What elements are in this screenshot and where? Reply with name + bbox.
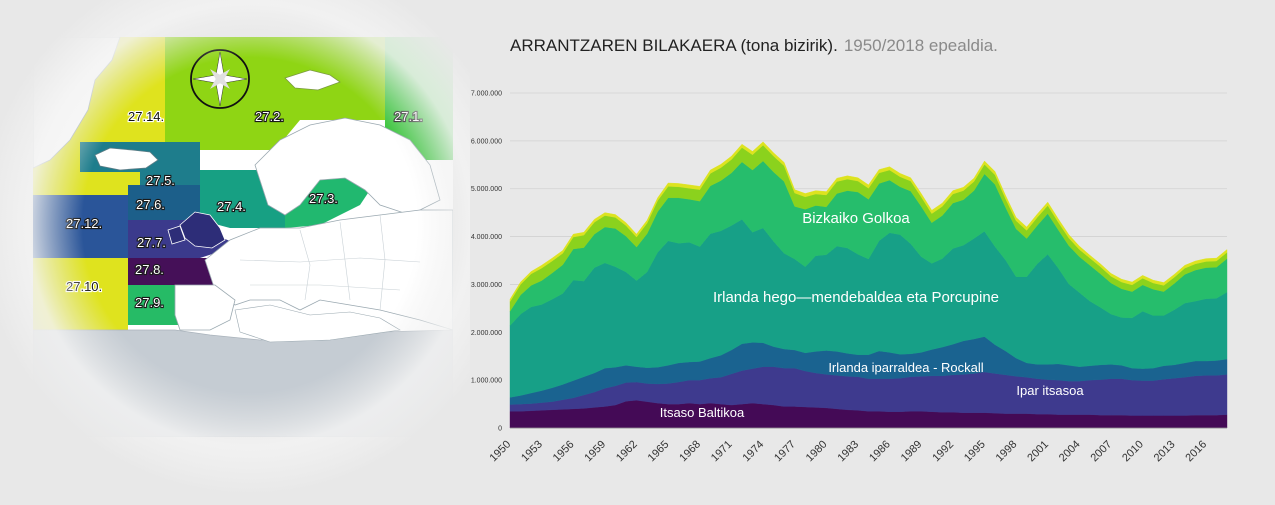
chart-title-main: ARRANTZAREN BILAKAERA (tona bizirik). (510, 36, 838, 55)
x-tick-label: 2004 (1057, 438, 1083, 464)
y-axis: 0 1.000.000 2.000.000 3.000.000 4.000.000 5.0… (471, 91, 502, 433)
series-label: Irlanda iparraldea - Rockall (828, 360, 983, 375)
series-label: Bizkaiko Golkoa (802, 210, 910, 227)
y-tick-label: 1.000.000 (471, 378, 502, 385)
area-series (509, 141, 1228, 429)
x-tick-label: 1983 (835, 438, 861, 464)
x-tick-label: 1998 (994, 438, 1020, 464)
y-tick-label: 6.000.000 (471, 138, 502, 145)
stacked-area-chart: 0 1.000.000 2.000.000 3.000.000 4.000.000 5.0… (471, 91, 1228, 464)
x-tick-label: 1968 (677, 438, 703, 464)
x-tick-label: 2010 (1120, 438, 1146, 464)
x-tick-label: 1965 (646, 438, 672, 464)
x-tick-label: 1953 (519, 438, 545, 464)
x-tick-label: 1992 (930, 438, 956, 464)
series-label: Ipar itsasoa (1016, 383, 1084, 398)
series-labels: Itsaso Baltikoa Ipar itsasoa Irlanda iparr… (660, 210, 1085, 420)
x-tick-label: 1974 (741, 438, 767, 464)
x-tick-label: 2013 (1152, 438, 1178, 464)
x-tick-label: 1962 (614, 438, 640, 464)
y-tick-label: 0 (498, 426, 502, 433)
x-tick-label: 2001 (1025, 438, 1051, 464)
x-tick-label: 2007 (1089, 438, 1115, 464)
x-tick-label: 1980 (804, 438, 830, 464)
series-label: Irlanda hego—mendebaldea eta Porcupine (713, 289, 999, 306)
x-tick-label: 1986 (867, 438, 893, 464)
chart-title: ARRANTZAREN BILAKAERA (tona bizirik). 195… (510, 36, 998, 56)
x-tick-label: 1971 (709, 438, 735, 464)
y-tick-label: 7.000.000 (471, 91, 502, 98)
x-axis: 1950 1953 1956 1959 1962 1965 1968 1971 1974 1977… (487, 427, 1227, 464)
x-tick-label: 2016 (1183, 438, 1209, 464)
y-tick-label: 3.000.000 (471, 282, 502, 289)
y-tick-label: 2.000.000 (471, 330, 502, 337)
ices-map-panel: 27.14.27.2.27.1.27.5.27.6.27.4.27.3.27.1… (0, 0, 470, 500)
ices-zones-map: 27.14.27.2.27.1.27.5.27.6.27.4.27.3.27.1… (0, 0, 470, 500)
y-tick-label: 5.000.000 (471, 186, 502, 193)
x-tick-label: 1950 (487, 438, 513, 464)
series-label: Itsaso Baltikoa (660, 405, 745, 420)
chart-subtitle: 1950/2018 epealdia. (843, 36, 998, 55)
x-tick-label: 1989 (899, 438, 925, 464)
x-tick-label: 1995 (962, 438, 988, 464)
x-tick-label: 1956 (551, 438, 577, 464)
map-vignette (0, 0, 470, 500)
chart-panel: ARRANTZAREN BILAKAERA (tona bizirik). 195… (470, 0, 1275, 500)
x-tick-label: 1959 (582, 438, 608, 464)
y-tick-label: 4.000.000 (471, 234, 502, 241)
x-tick-label: 1977 (772, 438, 798, 464)
area-series-6 (509, 141, 1228, 303)
